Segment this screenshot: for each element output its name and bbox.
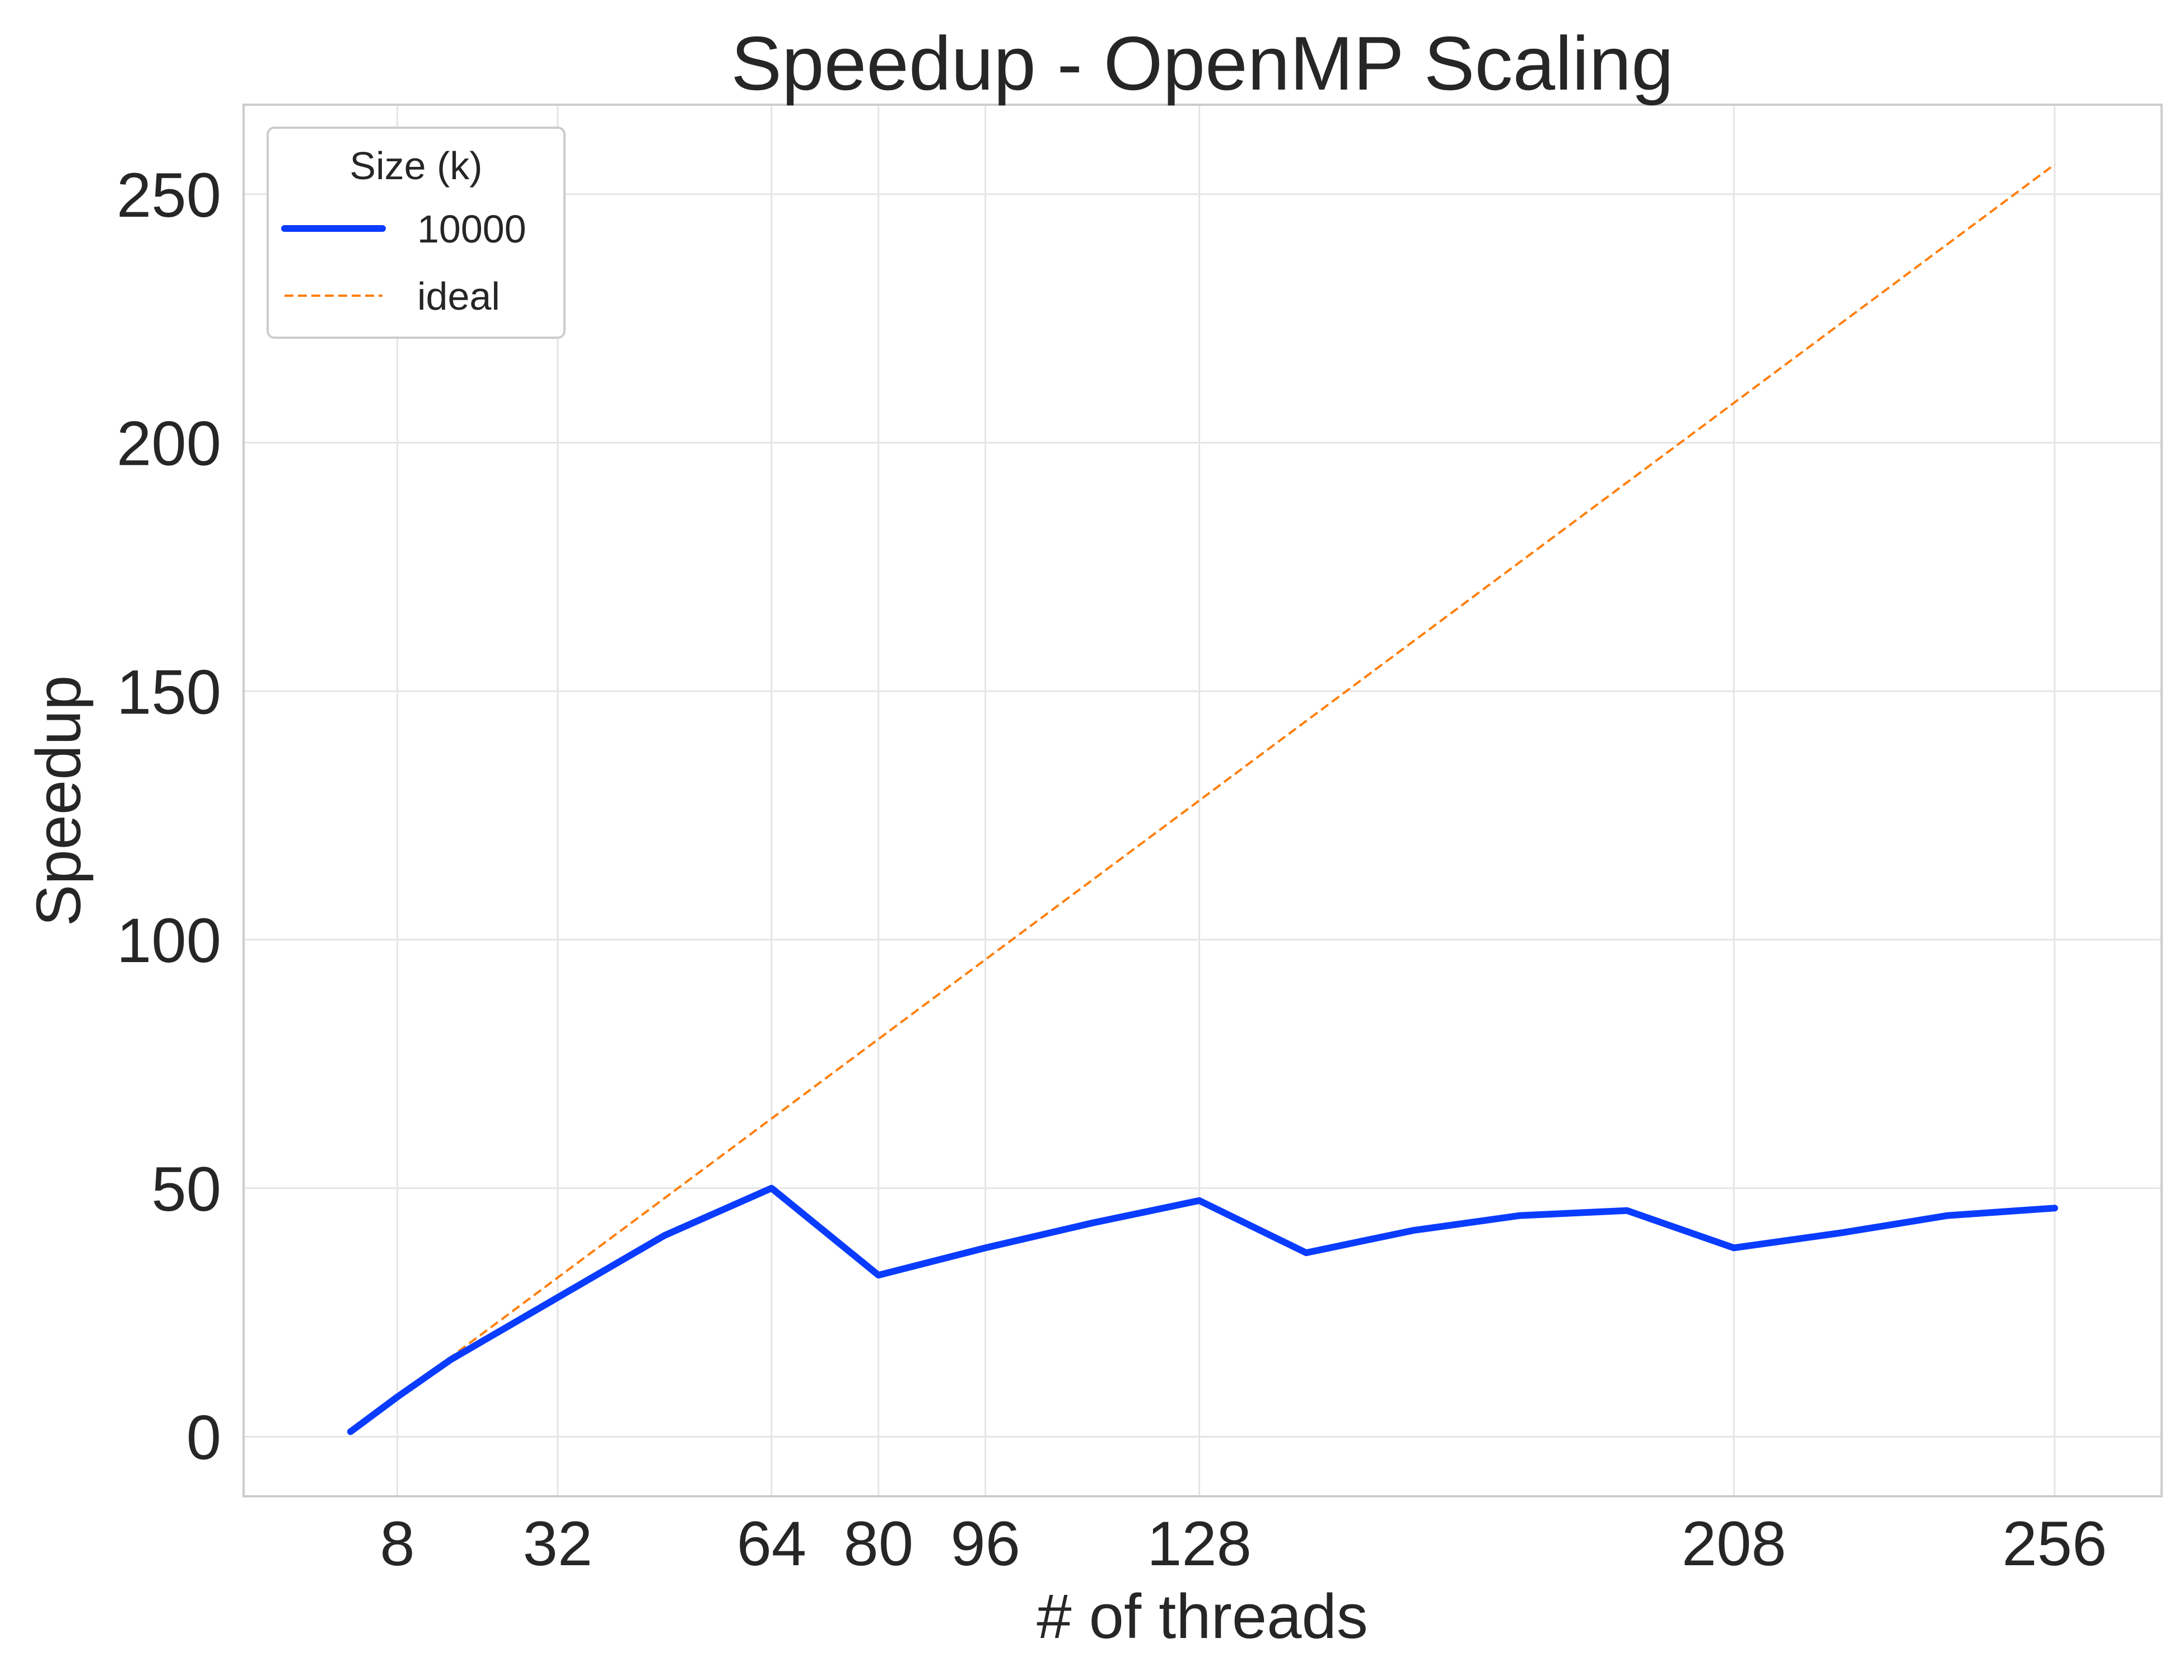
x-tick-label-208: 208 [1682, 1509, 1786, 1579]
y-tick-label-50: 50 [151, 1154, 221, 1224]
y-tick-label-200: 200 [116, 409, 221, 479]
x-tick-label-256: 256 [2003, 1509, 2107, 1579]
series-line-10000 [347, 1184, 2059, 1435]
legend: Size (k) 10000 ideal [267, 127, 566, 339]
legend-label-ideal: ideal [417, 274, 500, 318]
x-tick-label-96: 96 [950, 1509, 1020, 1579]
tick-labels: 8 32 64 80 96 128 208 256 0 50 100 150 200 250 [116, 160, 2107, 1579]
x-tick-label-64: 64 [736, 1509, 806, 1579]
y-tick-label-100: 100 [116, 906, 221, 976]
y-tick-label-150: 150 [116, 657, 221, 727]
x-tick-label-8: 8 [380, 1509, 414, 1579]
x-axis-label: # of threads [1037, 1581, 1368, 1651]
x-tick-label-80: 80 [843, 1509, 913, 1579]
grid [244, 105, 2162, 1496]
y-tick-label-0: 0 [186, 1403, 221, 1473]
legend-box [267, 127, 566, 339]
x-tick-label-32: 32 [523, 1509, 593, 1579]
legend-title: Size (k) [349, 144, 482, 188]
series-layer [347, 163, 2059, 1435]
y-tick-label-250: 250 [116, 160, 221, 230]
x-tick-label-128: 128 [1147, 1509, 1252, 1579]
plot-frame [242, 104, 2163, 1497]
legend-label-10000: 10000 [417, 207, 526, 251]
chart-title: Speedup - OpenMP Scaling [731, 21, 1673, 106]
y-axis-label: Speedup [24, 675, 94, 926]
series-line-ideal [349, 163, 2056, 1433]
